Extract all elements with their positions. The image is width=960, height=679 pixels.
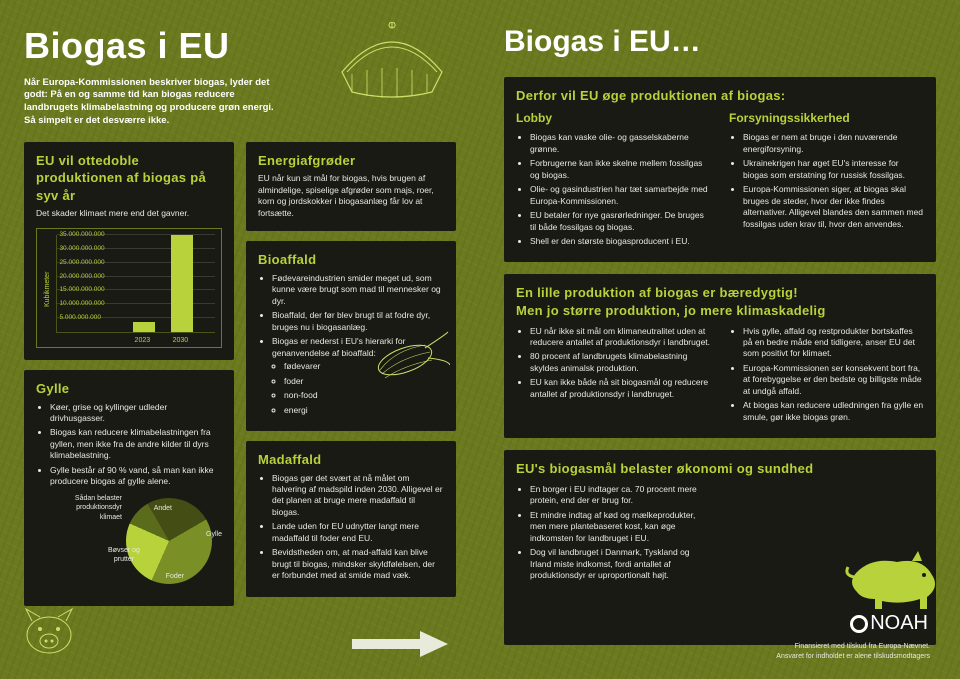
- page-left: Biogas i EU Når Europa-Kommissionen besk…: [0, 0, 480, 679]
- corn-illustration: [370, 330, 450, 390]
- chart-xlabel: 2030: [173, 336, 189, 345]
- yurt-illustration: [332, 22, 452, 102]
- list-item: Biogas kan reducere klimabelastningen fr…: [50, 427, 222, 461]
- pie-slice-label: Gylle: [206, 530, 222, 539]
- pig-head-illustration: [22, 607, 76, 657]
- list-item: Fødevareindustrien smider meget ud, som …: [272, 273, 444, 307]
- box-heading: Bioaffald: [258, 251, 444, 269]
- page-title-right: Biogas i EU…: [504, 22, 936, 63]
- bullet-list: Biogas kan vaske olie- og gasselskaberne…: [516, 132, 711, 247]
- box-why-increase: Derfor vil EU øge produktionen af biogas…: [504, 77, 936, 263]
- bullet-list: En borger i EU indtager ca. 70 procent m…: [516, 484, 711, 582]
- pie-slice-label: Andet: [154, 504, 172, 513]
- list-item: Forbrugerne kan ikke skelne mellem fossi…: [530, 158, 711, 181]
- list-item: Biogas kan vaske olie- og gasselskaberne…: [530, 132, 711, 155]
- box-heading: Gylle: [36, 380, 222, 398]
- arrow-right-icon: [350, 629, 450, 659]
- pie-title: Sådan belaster produktionsdyr klimaet: [52, 494, 122, 522]
- list-item: EU betaler for nye gasrørledninger. De b…: [530, 210, 711, 233]
- list-item: Shell er den største biogasproducent i E…: [530, 236, 711, 247]
- box-madaffald: Madaffald Biogas gør det svært at nå mål…: [246, 441, 456, 597]
- list-item: Køer, grise og kyllinger udleder drivhus…: [50, 402, 222, 425]
- box-heading: Derfor vil EU øge produktionen af biogas…: [516, 87, 924, 105]
- list-item: Bevidstheden om, at mad-affald kan blive…: [272, 547, 444, 581]
- bullet-list: Biogas er nem at bruge i den nuværende e…: [729, 132, 924, 230]
- noah-ring-icon: [850, 615, 868, 633]
- bar-chart: Kubikmeter 5.000.000.00010.000.000.00015…: [36, 228, 222, 348]
- list-item: Lande uden for EU udnytter langt mere ma…: [272, 521, 444, 544]
- bullet-list: Køer, grise og kyllinger udleder drivhus…: [36, 402, 222, 488]
- list-item: Gylle består af 90 % vand, så man kan ik…: [50, 465, 222, 488]
- box-heading: EU vil ottedoble produktionen af biogas …: [36, 152, 222, 205]
- box-heading-line1: En lille produktion af biogas er bæredyg…: [516, 284, 924, 302]
- chart-bar: [133, 322, 155, 332]
- box-text: EU når kun sit mål for biogas, hvis brug…: [258, 173, 444, 219]
- box-heading: Energiafgrøder: [258, 152, 444, 170]
- list-item: At biogas kan reducere udledningen fra g…: [743, 400, 924, 423]
- box-gylle: Gylle Køer, grise og kyllinger udleder d…: [24, 370, 234, 606]
- box-heading: Madaffald: [258, 451, 444, 469]
- bullet-list: Hvis gylle, affald og restprodukter bort…: [729, 326, 924, 424]
- list-item: Et mindre indtag af kød og mælke­produkt…: [530, 510, 711, 544]
- box-heading: EU's biogasmål belaster økonomi og sundh…: [516, 460, 924, 478]
- pie-chart: Sådan belaster produktionsdyr klimaet Gy…: [36, 494, 222, 594]
- list-item: Hvis gylle, affald og restprodukter bort…: [743, 326, 924, 360]
- left-col-1: EU vil ottedoble produktionen af biogas …: [24, 142, 234, 606]
- bullet-list: EU når ikke sit mål om klimaneutralitet …: [516, 326, 711, 401]
- intro-text: Når Europa-Kommissionen beskriver biogas…: [24, 77, 284, 128]
- list-item: non-food: [284, 390, 444, 401]
- list-item: Biogas er nem at bruge i den nuværende e…: [743, 132, 924, 155]
- list-item: energi: [284, 405, 444, 416]
- box-energiafgroder: Energiafgrøder EU når kun sit mål for bi…: [246, 142, 456, 231]
- chart-bar: [171, 235, 193, 332]
- chart-ylabel: Kubikmeter: [43, 235, 52, 343]
- list-item: 80 procent af landbrugets klima­belastni…: [530, 351, 711, 374]
- list-item: Europa-Kommissionen siger, at biogas ska…: [743, 184, 924, 230]
- list-item: Dog vil landbruget i Danmark, Tyskland o…: [530, 547, 711, 581]
- box-heading-line2: Men jo større produktion, jo mere klimas…: [516, 302, 924, 320]
- list-item: EU kan ikke både nå sit biogasmål og red…: [530, 377, 711, 400]
- credit-line: Finansieret med tilskud fra Europa-Nævne…: [776, 642, 930, 651]
- list-item: Ukrainekrigen har øget EU's interesse fo…: [743, 158, 924, 181]
- bullet-list: Biogas gør det svært at nå målet om halv…: [258, 473, 444, 582]
- box-subtext: Det skader klimaet mere end det gavner.: [36, 208, 222, 219]
- list-item: EU når ikke sit mål om klimaneutralitet …: [530, 326, 711, 349]
- list-item: En borger i EU indtager ca. 70 procent m…: [530, 484, 711, 507]
- box-small-production: En lille produktion af biogas er bæredyg…: [504, 274, 936, 438]
- list-item: Olie- og gasindustrien har tæt samarbejd…: [530, 184, 711, 207]
- subheading-lobby: Lobby: [516, 110, 711, 126]
- pie-slice-label: Foder: [166, 572, 184, 581]
- noah-text: NOAH: [870, 610, 928, 637]
- page-right: Biogas i EU… Derfor vil EU øge produktio…: [480, 0, 960, 679]
- credit-line: Ansvaret for indholdet er alene tilskuds…: [776, 652, 930, 661]
- pie-slice-label: Bøvser og prutter: [104, 546, 144, 565]
- pig-illustration: [842, 547, 942, 617]
- chart-xlabel: 2023: [135, 336, 151, 345]
- list-item: Europa-Kommissionen ser konsekvent bort …: [743, 363, 924, 397]
- list-item: Biogas gør det svært at nå målet om halv…: [272, 473, 444, 519]
- noah-logo: NOAH: [850, 610, 928, 637]
- credit-text: Finansieret med tilskud fra Europa-Nævne…: [776, 642, 930, 661]
- subheading-supply: Forsyningssikkerhed: [729, 110, 924, 126]
- box-production: EU vil ottedoble produktionen af biogas …: [24, 142, 234, 360]
